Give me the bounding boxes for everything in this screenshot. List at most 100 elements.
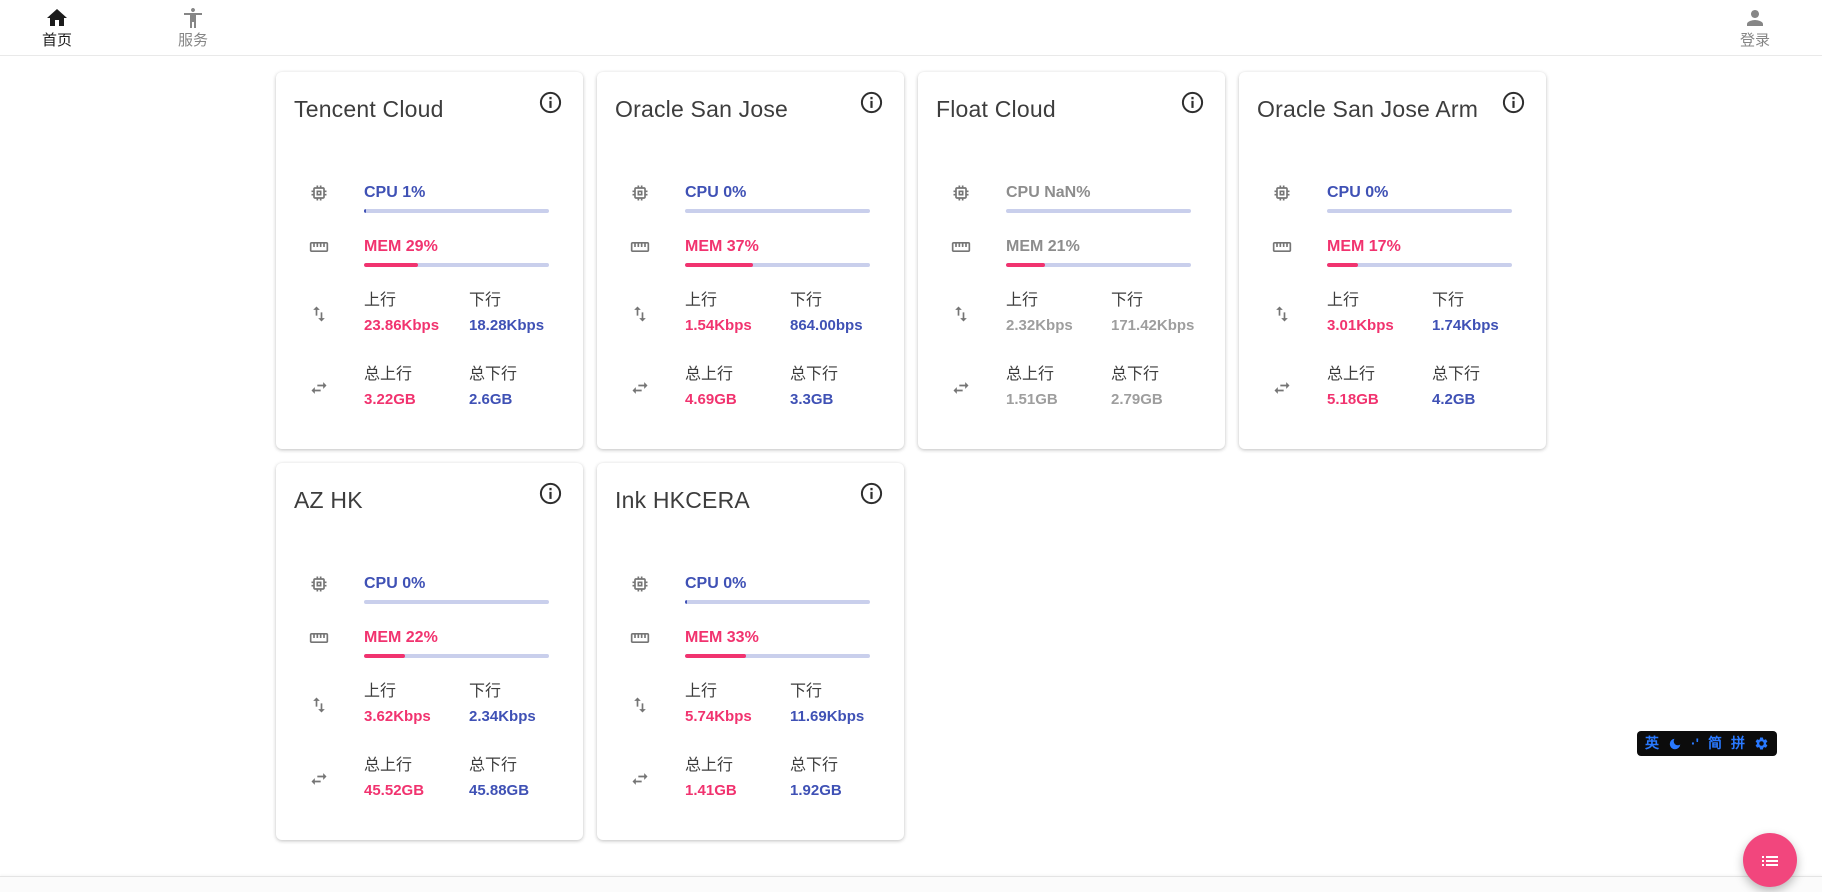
cpu-chip-icon xyxy=(1272,183,1292,203)
server-name: AZ HK xyxy=(294,487,363,513)
server-card[interactable]: Float Cloud CPU NaN% MEM 21% xyxy=(918,72,1225,449)
nav-home-label: 首页 xyxy=(41,32,72,49)
download-label: 下行 xyxy=(469,292,502,309)
cpu-chip-icon xyxy=(309,574,329,594)
gear-icon[interactable] xyxy=(1754,736,1769,751)
upload-rate-value: 2.32Kbps xyxy=(1006,317,1073,334)
info-button[interactable] xyxy=(539,91,562,114)
ime-toolbar: 英 ·' 简 拼 xyxy=(1637,731,1777,756)
ruler-icon xyxy=(630,237,650,257)
cpu-chip-icon xyxy=(630,574,650,594)
total-upload-value: 45.52GB xyxy=(364,782,425,799)
network-rate-row: 上行 3.01Kbps 下行 1.74Kbps xyxy=(1272,291,1512,335)
total-download-label: 总下行 xyxy=(469,757,518,774)
network-total-row: 总上行 5.18GB 总下行 4.2GB xyxy=(1272,365,1512,409)
ime-language-toggle[interactable]: 英 xyxy=(1645,735,1659,751)
ime-simplified-toggle[interactable]: 简 xyxy=(1708,735,1722,751)
cpu-chip-icon xyxy=(309,183,329,203)
info-button[interactable] xyxy=(539,482,562,505)
mem-progress-fill xyxy=(1327,263,1359,267)
server-card[interactable]: Oracle San Jose Arm CPU 0% MEM 17% xyxy=(1239,72,1546,449)
mem-progress-fill xyxy=(685,263,754,267)
mem-metric-row: MEM 22% xyxy=(309,628,549,658)
info-icon xyxy=(539,482,562,505)
upload-rate-value: 3.62Kbps xyxy=(364,708,431,725)
download-label: 下行 xyxy=(1111,292,1144,309)
download-rate-value: 18.28Kbps xyxy=(469,317,545,334)
upload-rate-value: 3.01Kbps xyxy=(1327,317,1394,334)
mem-metric-row: MEM 33% xyxy=(630,628,870,658)
swap-horizontal-icon xyxy=(951,378,971,398)
upload-label: 上行 xyxy=(1006,292,1039,309)
cpu-chip-icon xyxy=(630,183,650,203)
total-download-label: 总下行 xyxy=(790,757,839,774)
accessibility-icon xyxy=(184,8,202,28)
info-icon xyxy=(1181,91,1204,114)
mem-usage-text: MEM 37% xyxy=(685,238,759,255)
download-label: 下行 xyxy=(469,683,502,700)
ime-pinyin-indicator[interactable]: 拼 xyxy=(1731,735,1745,751)
download-rate-value: 2.34Kbps xyxy=(469,708,536,725)
info-button[interactable] xyxy=(860,482,883,505)
download-rate-value: 171.42Kbps xyxy=(1111,317,1195,334)
cpu-progress-fill xyxy=(685,600,687,604)
total-upload-label: 总上行 xyxy=(364,366,413,383)
server-card[interactable]: AZ HK CPU 0% MEM 22% xyxy=(276,463,583,840)
mem-progress-bar xyxy=(1006,263,1191,267)
ruler-icon xyxy=(309,237,329,257)
total-download-value: 45.88GB xyxy=(469,782,530,799)
cpu-metric-row: CPU 0% xyxy=(309,574,549,604)
server-card[interactable]: Tencent Cloud CPU 1% MEM 29% xyxy=(276,72,583,449)
cpu-chip-icon xyxy=(951,183,971,203)
info-button[interactable] xyxy=(1181,91,1204,114)
total-download-value: 2.6GB xyxy=(469,391,513,408)
server-name: Oracle San Jose xyxy=(615,96,789,122)
mem-metric-row: MEM 21% xyxy=(951,237,1191,267)
mem-progress-fill xyxy=(1006,263,1045,267)
nav-item-home[interactable]: 首页 xyxy=(22,6,92,49)
upload-label: 上行 xyxy=(1327,292,1360,309)
download-rate-value: 864.00bps xyxy=(790,317,863,334)
server-card[interactable]: Ink HKCERA CPU 0% MEM 33% xyxy=(597,463,904,840)
up-down-arrows-icon xyxy=(630,695,650,715)
nav-item-login[interactable]: 登录 xyxy=(1720,6,1790,49)
cpu-progress-fill xyxy=(364,209,366,213)
server-card[interactable]: Oracle San Jose CPU 0% MEM 37% xyxy=(597,72,904,449)
total-download-value: 3.3GB xyxy=(790,391,834,408)
network-total-row: 总上行 3.22GB 总下行 2.6GB xyxy=(309,365,549,409)
info-icon xyxy=(1502,91,1525,114)
server-list-fab[interactable] xyxy=(1743,833,1797,887)
up-down-arrows-icon xyxy=(1272,304,1292,324)
up-down-arrows-icon xyxy=(309,304,329,324)
download-label: 下行 xyxy=(1432,292,1465,309)
swap-horizontal-icon xyxy=(309,378,329,398)
mem-progress-bar xyxy=(364,263,549,267)
total-download-label: 总下行 xyxy=(469,366,518,383)
cpu-usage-text: CPU NaN% xyxy=(1006,184,1091,201)
mem-usage-text: MEM 21% xyxy=(1006,238,1080,255)
cpu-usage-text: CPU 1% xyxy=(364,184,426,201)
top-nav-bar: 首页 服务 登录 xyxy=(0,0,1822,56)
mem-usage-text: MEM 17% xyxy=(1327,238,1401,255)
server-name: Float Cloud xyxy=(936,96,1056,122)
nav-item-services[interactable]: 服务 xyxy=(158,6,228,49)
mem-progress-fill xyxy=(685,654,747,658)
mem-progress-bar xyxy=(364,654,549,658)
cpu-metric-row: CPU NaN% xyxy=(951,183,1191,213)
ruler-icon xyxy=(309,628,329,648)
swap-horizontal-icon xyxy=(630,378,650,398)
mem-usage-text: MEM 29% xyxy=(364,238,438,255)
ruler-icon xyxy=(1272,237,1292,257)
mem-progress-fill xyxy=(364,654,405,658)
upload-label: 上行 xyxy=(685,292,718,309)
ime-punctuation-toggle[interactable]: ·' xyxy=(1691,735,1699,751)
info-button[interactable] xyxy=(1502,91,1525,114)
moon-icon[interactable] xyxy=(1668,737,1682,751)
cpu-metric-row: CPU 0% xyxy=(630,183,870,213)
cpu-usage-text: CPU 0% xyxy=(685,184,747,201)
info-button[interactable] xyxy=(860,91,883,114)
mem-metric-row: MEM 37% xyxy=(630,237,870,267)
total-upload-value: 3.22GB xyxy=(364,391,416,408)
upload-label: 上行 xyxy=(364,683,397,700)
upload-label: 上行 xyxy=(685,683,718,700)
